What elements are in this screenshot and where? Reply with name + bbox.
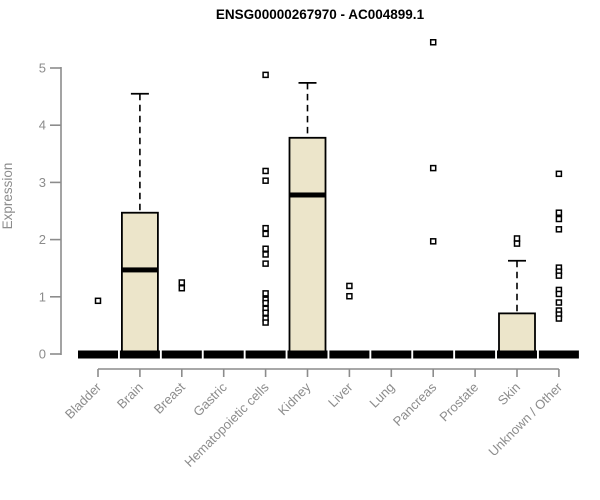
zero-median-bar: [119, 350, 160, 359]
boxplot-lung: [371, 350, 412, 359]
outlier-point: [555, 215, 563, 223]
x-tick-label: Pancreas: [390, 379, 440, 429]
x-tick-label: Liver: [325, 379, 356, 410]
outlier-point: [555, 315, 563, 322]
outlier-point: [262, 290, 269, 297]
x-tick-label: Kidney: [275, 379, 314, 418]
boxplot-gastric: [203, 350, 244, 359]
x-tick-label: Prostate: [436, 380, 481, 425]
zero-median-bar: [78, 350, 118, 359]
y-tick-label: 5: [39, 61, 46, 76]
outlier-point: [555, 272, 563, 279]
boxplot-breast: [161, 279, 202, 359]
outlier-point: [346, 292, 353, 300]
outlier-point: [555, 170, 563, 178]
boxplot-series: [78, 39, 579, 359]
zero-median-bar: [203, 350, 244, 359]
zero-median-bar: [245, 350, 286, 359]
outlier-point: [513, 235, 521, 242]
box: [121, 211, 159, 355]
x-tick-label: Bladder: [62, 379, 105, 422]
box: [498, 312, 536, 355]
box: [288, 136, 327, 355]
y-tick-label: 4: [39, 118, 46, 133]
outlier-point: [262, 251, 269, 258]
y-tick-label: 3: [39, 175, 46, 190]
outlier-point: [262, 177, 269, 184]
chart-title: ENSG00000267970 - AC004899.1: [216, 7, 425, 22]
zero-median-bar: [497, 350, 537, 359]
boxplot-pancreas: [413, 39, 454, 359]
outlier-point: [262, 167, 269, 175]
outlier-point: [262, 319, 269, 326]
outlier-point: [555, 226, 563, 233]
outlier-point: [178, 284, 186, 292]
outlier-point: [262, 224, 269, 232]
x-tick-label: Unknown / Other: [485, 379, 565, 459]
outlier-point: [262, 299, 269, 307]
outlier-point: [429, 238, 437, 245]
y-axis-title: Expression: [0, 163, 15, 230]
y-tick-label: 0: [39, 347, 46, 362]
boxplot-prostate: [455, 350, 496, 359]
zero-median-bar: [371, 350, 412, 359]
x-tick-label: Gastric: [190, 379, 230, 419]
outlier-point: [555, 209, 563, 216]
x-tick-label: Breast: [151, 379, 188, 416]
outlier-point: [429, 164, 437, 172]
median-line: [289, 192, 326, 198]
y-tick-label: 1: [39, 289, 46, 304]
median-line: [121, 267, 158, 273]
outlier-point: [346, 282, 353, 290]
outlier-point: [262, 309, 269, 317]
y-tick-label: 2: [39, 232, 46, 247]
outlier-point: [262, 260, 269, 267]
boxplot-bladder: [78, 297, 118, 359]
x-tick-label: Brain: [114, 380, 146, 412]
zero-median-bar: [287, 350, 328, 359]
outlier-point: [262, 71, 269, 79]
outlier-point: [262, 230, 269, 238]
y-axis: 0 1 2 3 4 5: [39, 61, 62, 362]
outlier-point: [513, 240, 521, 247]
outlier-point: [429, 39, 437, 46]
x-tick-label: Lung: [366, 380, 397, 411]
zero-median-bar: [413, 350, 454, 359]
zero-median-bar: [161, 350, 202, 359]
outlier-point: [555, 299, 563, 306]
zero-median-bar: [329, 350, 370, 359]
boxplot-brain: [119, 92, 160, 359]
outlier-point: [178, 279, 186, 286]
zero-median-bar: [455, 350, 496, 359]
outlier-point: [555, 290, 563, 298]
zero-median-bar: [538, 350, 579, 359]
boxplot-liver: [329, 282, 370, 359]
outlier-point: [262, 245, 269, 253]
x-tick-label: Skin: [495, 380, 523, 408]
outlier-point: [94, 297, 102, 305]
boxplot-kidney: [287, 81, 328, 359]
boxplot-skin: [497, 235, 537, 359]
boxplot-hematopoietic-cells: [245, 71, 286, 359]
boxplot-unknown-other: [538, 170, 579, 359]
